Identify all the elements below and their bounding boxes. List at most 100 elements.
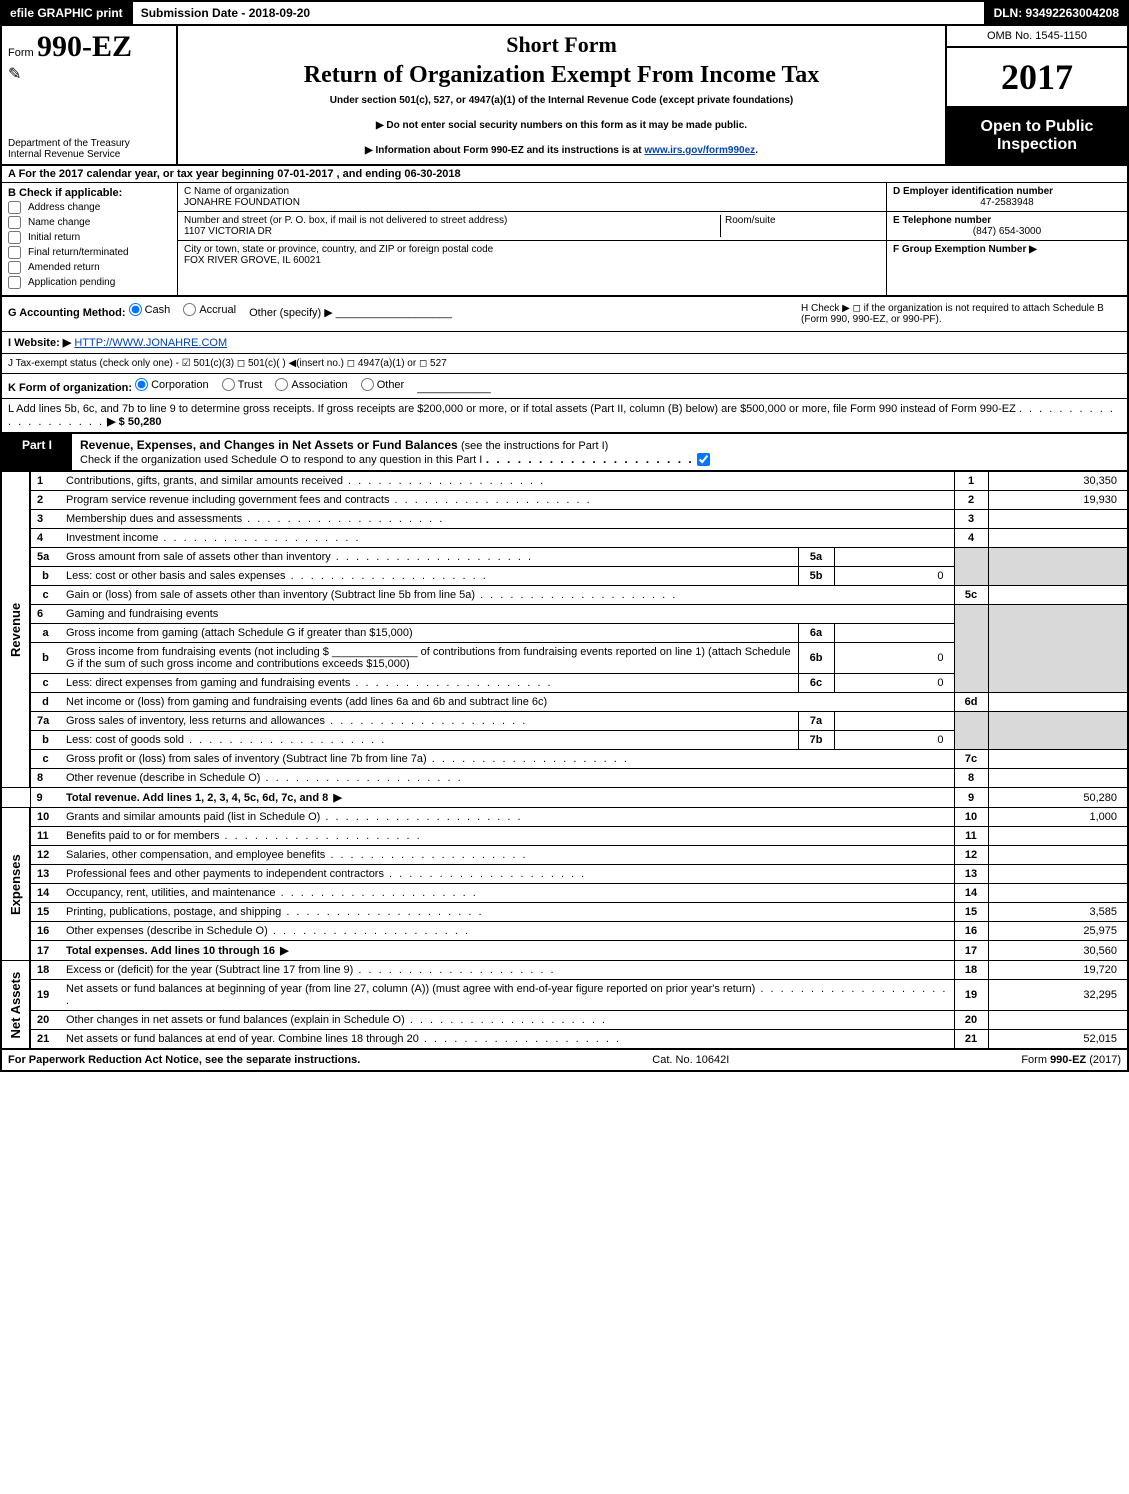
l15-box: 15 [954, 903, 988, 922]
chk-address-change-label: Address change [28, 202, 100, 213]
l11-n: 11 [30, 827, 60, 846]
l20-d: Other changes in net assets or fund bala… [66, 1014, 607, 1026]
K-other-radio[interactable] [361, 378, 374, 391]
chk-pending-box[interactable] [8, 276, 21, 289]
short-form-title: Short Form [186, 32, 937, 58]
part-I-dots [486, 452, 694, 466]
l19-n: 19 [30, 980, 60, 1011]
chk-final-return-box[interactable] [8, 246, 21, 259]
l6c-d: Less: direct expenses from gaming and fu… [66, 677, 553, 689]
l6c-mb: 6c [798, 674, 834, 693]
footer-right: Form 990-EZ (2017) [1021, 1054, 1121, 1066]
l6-n: 6 [30, 605, 60, 624]
l5-shade [954, 548, 988, 586]
l17-val: 30,560 [988, 941, 1128, 961]
C-name-cell: C Name of organization JONAHRE FOUNDATIO… [178, 183, 886, 212]
chk-initial-return-label: Initial return [28, 232, 80, 243]
row-G-H: G Accounting Method: Cash Accrual Other … [0, 297, 1129, 332]
chk-pending[interactable]: Application pending [8, 276, 171, 289]
l10-box: 10 [954, 808, 988, 827]
l20-box: 20 [954, 1011, 988, 1030]
side-expenses: Expenses [1, 808, 30, 961]
warn-info-pre: ▶ Information about Form 990-EZ and its … [365, 145, 644, 156]
l5b-mv: 0 [834, 567, 954, 586]
I-website-link[interactable]: HTTP://WWW.JONAHRE.COM [74, 337, 227, 349]
l19-d: Net assets or fund balances at beginning… [66, 983, 947, 1007]
G-cash-radio[interactable] [129, 303, 142, 316]
K-assoc-radio[interactable] [275, 378, 288, 391]
G-accrual-radio[interactable] [183, 303, 196, 316]
C-street-cell: Number and street (or P. O. box, if mail… [178, 212, 886, 241]
l12-val [988, 846, 1128, 865]
col-B: B Check if applicable: Address change Na… [2, 183, 178, 295]
L-text: L Add lines 5b, 6c, and 7b to line 9 to … [8, 403, 1016, 415]
top-bar: efile GRAPHIC print Submission Date - 20… [0, 0, 1129, 26]
I-label: I Website: ▶ [8, 337, 71, 349]
l6d-n: d [30, 693, 60, 712]
F-group-lbl: F Group Exemption Number ▶ [893, 244, 1121, 255]
l5c-box: 5c [954, 586, 988, 605]
form990ez-link[interactable]: www.irs.gov/form990ez [644, 145, 755, 156]
K-trust-radio[interactable] [222, 378, 235, 391]
warn-info-post: . [755, 145, 758, 156]
l5a-mb: 5a [798, 548, 834, 567]
chk-pending-label: Application pending [28, 277, 115, 288]
chk-initial-return-box[interactable] [8, 231, 21, 244]
l6b-mv: 0 [834, 643, 954, 674]
K-other[interactable]: Other [361, 378, 405, 391]
l8-val [988, 769, 1128, 788]
G-accrual[interactable]: Accrual [183, 303, 236, 316]
part-I-header: Part I Revenue, Expenses, and Changes in… [0, 434, 1129, 471]
under-section: Under section 501(c), 527, or 4947(a)(1)… [186, 95, 937, 106]
chk-amended-label: Amended return [28, 262, 100, 273]
l6d-val [988, 693, 1128, 712]
chk-address-change-box[interactable] [8, 201, 21, 214]
B-header: B Check if applicable: [8, 187, 171, 199]
A-label-pre: A For the 2017 calendar year, or tax yea… [8, 168, 277, 180]
omb-number: OMB No. 1545-1150 [947, 26, 1127, 48]
l17-n: 17 [30, 941, 60, 961]
l4-n: 4 [30, 529, 60, 548]
l10-n: 10 [30, 808, 60, 827]
l12-n: 12 [30, 846, 60, 865]
E-phone-cell: E Telephone number (847) 654-3000 [887, 212, 1127, 241]
l15-d: Printing, publications, postage, and shi… [66, 906, 484, 918]
l3-d: Membership dues and assessments [66, 513, 444, 525]
K-assoc[interactable]: Association [275, 378, 347, 391]
l7c-d: Gross profit or (loss) from sales of inv… [66, 753, 629, 765]
l18-d: Excess or (deficit) for the year (Subtra… [66, 964, 556, 976]
chk-amended[interactable]: Amended return [8, 261, 171, 274]
dept-block: Department of the Treasury Internal Reve… [8, 138, 170, 160]
K-corp[interactable]: Corporation [135, 378, 208, 391]
form-prefix: Form [8, 47, 34, 59]
submission-date: Submission Date - 2018-09-20 [133, 2, 986, 24]
l7b-d: Less: cost of goods sold [66, 734, 386, 746]
F-group-cell: F Group Exemption Number ▶ [887, 241, 1127, 295]
A-mid: , and ending [337, 168, 405, 180]
chk-initial-return[interactable]: Initial return [8, 231, 171, 244]
l12-d: Salaries, other compensation, and employ… [66, 849, 528, 861]
form-number: 990-EZ [37, 30, 132, 63]
part-I-tag: Part I [2, 434, 72, 470]
row-J: J Tax-exempt status (check only one) - ☑… [0, 354, 1129, 374]
C-city-lbl: City or town, state or province, country… [184, 244, 880, 255]
K-trust[interactable]: Trust [222, 378, 263, 391]
chk-final-return[interactable]: Final return/terminated [8, 246, 171, 259]
l16-val: 25,975 [988, 922, 1128, 941]
C-street-lbl: Number and street (or P. O. box, if mail… [184, 215, 720, 226]
K-corp-radio[interactable] [135, 378, 148, 391]
chk-final-return-label: Final return/terminated [28, 247, 129, 258]
C-name-lbl: C Name of organization [184, 186, 880, 197]
l17-box: 17 [954, 941, 988, 961]
l1-d: Contributions, gifts, grants, and simila… [66, 475, 545, 487]
G-cash[interactable]: Cash [129, 303, 171, 316]
chk-name-change-box[interactable] [8, 216, 21, 229]
tax-year: 2017 [947, 48, 1127, 108]
chk-name-change[interactable]: Name change [8, 216, 171, 229]
l14-val [988, 884, 1128, 903]
C-room-lbl: Room/suite [720, 215, 880, 237]
chk-address-change[interactable]: Address change [8, 201, 171, 214]
chk-amended-box[interactable] [8, 261, 21, 274]
l7a-n: 7a [30, 712, 60, 731]
part-I-checkbox[interactable] [697, 453, 710, 466]
